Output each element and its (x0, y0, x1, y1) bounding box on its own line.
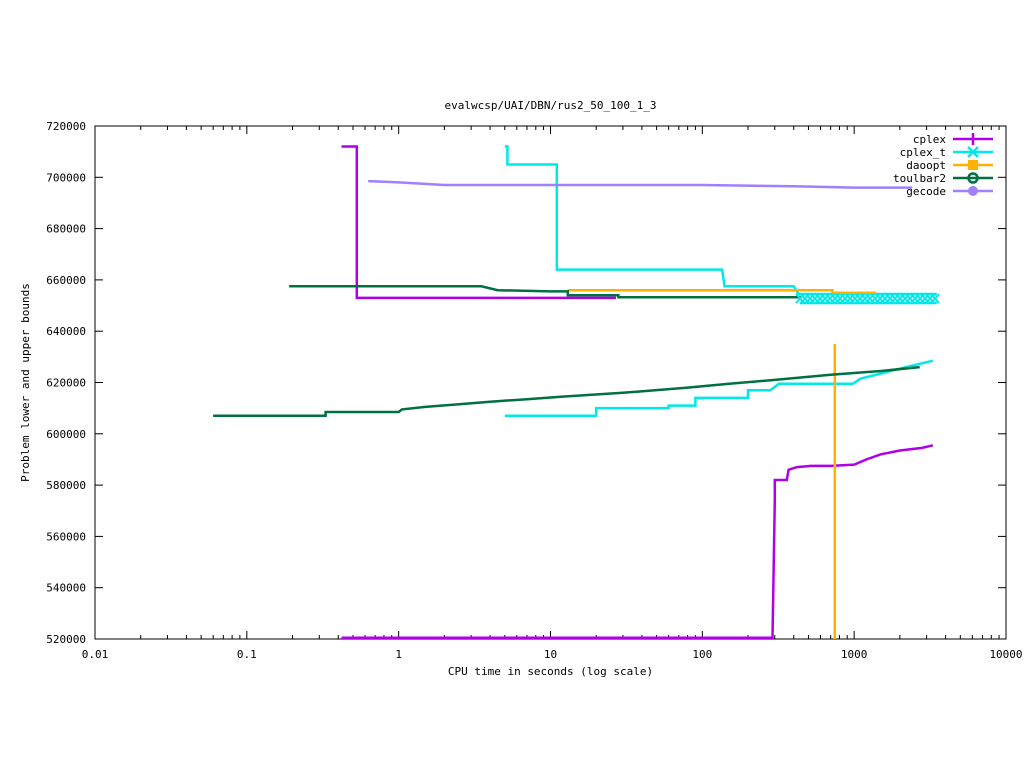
legend-label-daoopt: daoopt (906, 159, 946, 172)
series-cplex-t-upper-line (504, 145, 937, 296)
series-toulbar2-upper-line (289, 285, 802, 299)
plot-frame (94, 125, 1007, 640)
x-tick-label: 10 (544, 648, 557, 661)
x-tick-label: 100 (692, 648, 712, 661)
series-daoopt-upper-line (567, 288, 877, 294)
y-tick-label: 520000 (46, 633, 86, 646)
series-gecode-upper-line (368, 179, 912, 189)
legend-label-gecode: gecode (906, 185, 946, 198)
y-tick-label: 660000 (46, 274, 86, 287)
legend-label-cplex-t: cplex_t (900, 146, 946, 159)
y-tick-label: 560000 (46, 530, 86, 543)
legend-marker-toulbar2 (967, 172, 979, 184)
series-cplex-upper-line (341, 145, 616, 300)
series-cplex-t-lower-line (504, 359, 934, 418)
x-tick-label: 1000 (841, 648, 868, 661)
series-cplex-lower-line (341, 444, 934, 639)
x-axis-label: CPU time in seconds (log scale) (448, 665, 653, 678)
y-tick-label: 640000 (46, 325, 86, 338)
axis-ticks: 520000 540000 560000 580000 600000 620000 6400… (46, 120, 1022, 661)
y-tick-label: 680000 (46, 223, 86, 236)
legend-label-toulbar2: toulbar2 (893, 172, 946, 185)
y-tick-label: 540000 (46, 582, 86, 595)
legend-marker-gecode (968, 186, 978, 196)
x-tick-label: 10000 (989, 648, 1022, 661)
legend-marker-daoopt (968, 160, 978, 170)
y-tick-label: 620000 (46, 377, 86, 390)
legend-label-cplex: cplex (913, 133, 946, 146)
y-tick-label: 600000 (46, 428, 86, 441)
x-tick-label: 0.1 (237, 648, 257, 661)
y-axis-label: Problem lower and upper bounds (19, 283, 32, 482)
x-tick-label: 1 (395, 648, 402, 661)
y-tick-label: 580000 (46, 479, 86, 492)
y-tick-label: 700000 (46, 171, 86, 184)
y-tick-label: 720000 (46, 120, 86, 133)
series-layer (213, 145, 940, 639)
chart-title: evalwcsp/UAI/DBN/rus2_50_100_1_3 (445, 99, 657, 112)
x-tick-label: 0.01 (82, 648, 109, 661)
series-toulbar2-lower-line (213, 365, 920, 418)
cplex-t-marker (930, 293, 940, 304)
legend-marker-cplex-t (967, 146, 979, 158)
